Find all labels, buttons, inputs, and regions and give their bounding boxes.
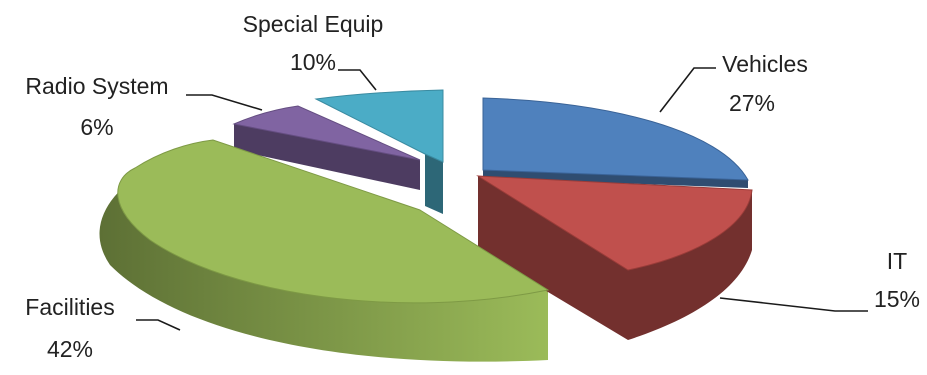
slice-side-it (478, 176, 752, 340)
slice-side-vehicles (483, 170, 748, 188)
label-radio-system-name: Radio System (25, 73, 168, 99)
slice-side-radio-system (234, 124, 420, 190)
label-vehicles-value: 27% (729, 90, 775, 116)
label-it-value: 15% (874, 286, 920, 312)
label-facilities-value: 42% (47, 336, 93, 362)
slice-facilities (117, 139, 550, 304)
label-special-equip-name: Special Equip (243, 11, 384, 37)
leader-facilities (136, 319, 181, 331)
slice-special-equip (314, 89, 444, 163)
slice-it (476, 175, 753, 271)
slice-radio-system (232, 105, 421, 161)
slice-vehicles (482, 97, 749, 181)
leader-radio-system (186, 94, 263, 111)
label-vehicles-name: Vehicles (722, 51, 808, 77)
leader-it (719, 297, 868, 312)
label-facilities-name: Facilities (25, 294, 114, 320)
leader-special-equip (338, 69, 377, 91)
slice-side-special-equip (425, 154, 443, 214)
leader-vehicles (659, 67, 716, 113)
label-special-equip-value: 10% (290, 49, 336, 75)
slice-side-facilities (99, 140, 548, 362)
label-radio-system-value: 6% (80, 114, 113, 140)
label-it-name: IT (887, 248, 907, 274)
